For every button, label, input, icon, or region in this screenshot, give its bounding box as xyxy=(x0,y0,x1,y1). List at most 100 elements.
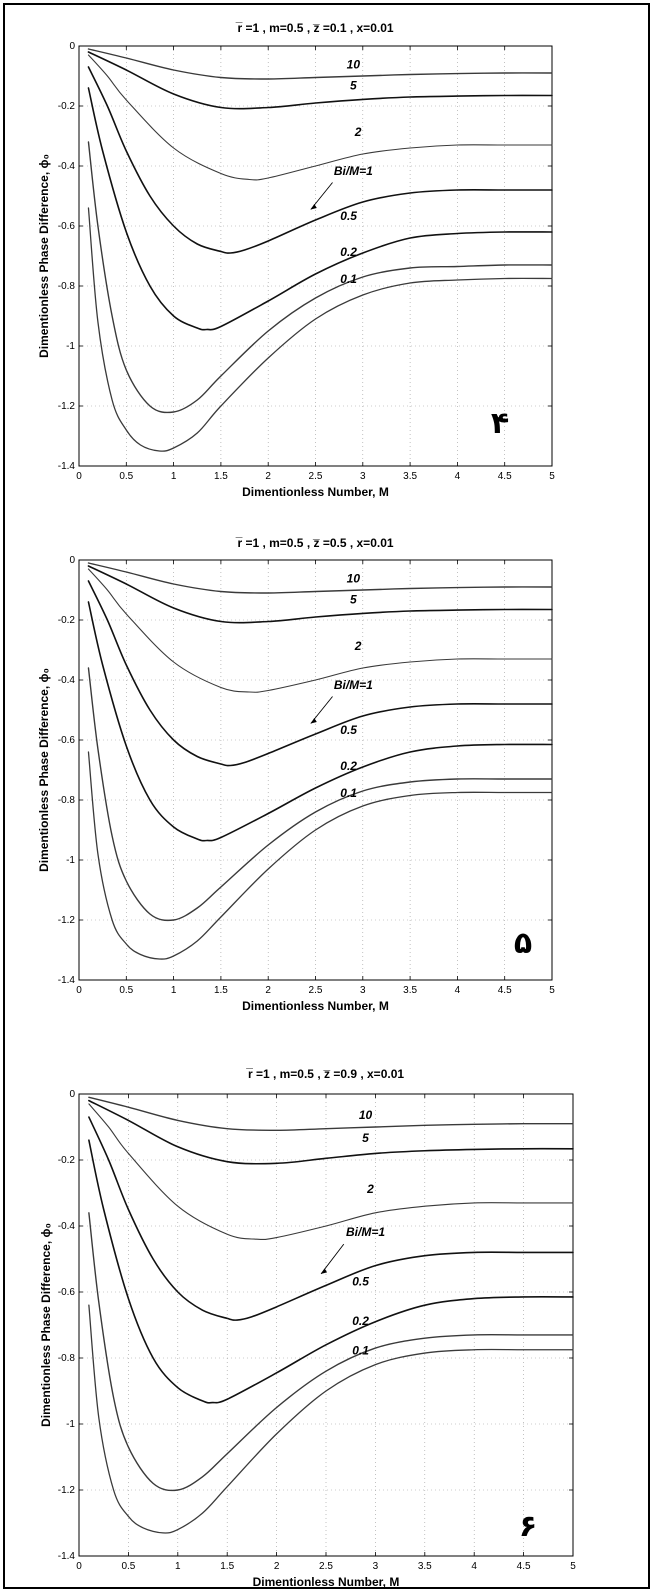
chart-2-series-line-3 xyxy=(87,568,553,693)
chart-3-series-label-4: Bi/M=1 xyxy=(346,1225,385,1239)
chart-1-x-tick-label-3: 1.5 xyxy=(214,471,228,482)
chart-1-series-line-3 xyxy=(87,54,553,181)
chart-3-x-tick-label-5: 2.5 xyxy=(319,1561,333,1572)
chart-1-y-tick-label-6: -1.2 xyxy=(58,401,76,412)
chart-3-grid xyxy=(79,1094,573,1556)
chart-1-x-tick-label-8: 4 xyxy=(455,471,461,482)
chart-3-x-tick-label-9: 4.5 xyxy=(517,1561,531,1572)
chart-2-x-tick-label-4: 2 xyxy=(265,985,271,996)
chart-1-x-tick-label-0: 0 xyxy=(76,471,82,482)
chart-3-y-tick-label-6: -1.2 xyxy=(58,1485,76,1496)
chart-2-series-line-4 xyxy=(87,580,553,767)
chart-3-y-axis-label: Dimentionless Phase Difference, ϕ₀ xyxy=(39,1223,53,1427)
chart-3-x-tick-label-6: 3 xyxy=(373,1561,379,1572)
chart-2-y-tick-label-0: 0 xyxy=(69,555,75,566)
chart-2-x-tick-label-9: 4.5 xyxy=(498,985,512,996)
chart-3-x-tick-label-0: 0 xyxy=(76,1561,82,1572)
chart-3-x-tick-label-4: 2 xyxy=(274,1561,280,1572)
chart-3-series-label-7: 0.1 xyxy=(352,1344,369,1358)
chart-2-plot-area xyxy=(79,560,552,980)
chart-2-series-line-7 xyxy=(87,751,553,960)
chart-1-title: r̅ =1 , m=0.5 , z̅ =0.1 , x=0.01 xyxy=(235,21,394,35)
chart-1-y-tick-label-3: -0.6 xyxy=(58,221,76,232)
chart-3-y-tick-label-2: -0.4 xyxy=(58,1221,76,1232)
chart-1-x-tick-label-5: 2.5 xyxy=(309,471,323,482)
chart-2-x-tick-label-7: 3.5 xyxy=(403,985,417,996)
chart-1-series-label-1: 10 xyxy=(347,58,361,72)
chart-panel-2: 0 0.5 1 1.5 2 2.5 3 3.5 4 4.5 5 0 -0.2 -0.4 -0.6 -0.8 -1… xyxy=(0,520,655,1032)
chart-1-series-line-4 xyxy=(87,66,553,254)
chart-2-x-tick-label-8: 4 xyxy=(455,985,461,996)
chart-1-series-label-2: 5 xyxy=(350,79,357,93)
chart-3-y-tick-label-4: -0.8 xyxy=(58,1353,76,1364)
chart-1-x-tick-label-2: 1 xyxy=(171,471,177,482)
chart-2-series-label-6: 0.2 xyxy=(340,759,357,773)
chart-1-x-tick-label-6: 3 xyxy=(360,471,366,482)
chart-2-series-line-5 xyxy=(87,601,553,842)
chart-1-series-label-3: 2 xyxy=(354,125,362,139)
chart-2-y-axis-label: Dimentionless Phase Difference, ϕ₀ xyxy=(37,668,51,872)
chart-3-panel-number: ۶ xyxy=(519,1509,537,1544)
chart-3-series-label-3: 2 xyxy=(366,1182,374,1196)
chart-panel-1: 0 0.5 1 1.5 2 2.5 3 3.5 4 4.5 5 0 -0.2 -0.4 -0.6 -0.8 -1… xyxy=(0,0,655,512)
chart-2-series-label-2: 5 xyxy=(350,593,357,607)
chart-3-x-tick-label-1: 0.5 xyxy=(121,1561,135,1572)
chart-2-svg: 0 0.5 1 1.5 2 2.5 3 3.5 4 4.5 5 0 -0.2 -0.4 -0.6 -0.8 -1… xyxy=(37,536,555,1013)
chart-3-x-axis-label: Dimentionless Number, M xyxy=(253,1575,400,1589)
chart-2-x-tick-label-5: 2.5 xyxy=(309,985,323,996)
chart-3-series-line-6 xyxy=(88,1212,574,1492)
chart-1-series-line-2 xyxy=(87,51,553,110)
chart-1-y-tick-label-4: -0.8 xyxy=(58,281,76,292)
chart-2-y-tick-label-3: -0.6 xyxy=(58,735,76,746)
chart-3-svg: 0 0.5 1 1.5 2 2.5 3 3.5 4 4.5 5 0 -0.2 -0.4 -0.6 -0.8 -1… xyxy=(39,1067,576,1589)
chart-1-label-arrowhead xyxy=(310,204,317,210)
chart-1-series-label-7: 0.1 xyxy=(340,272,357,286)
chart-2-series-label-3: 2 xyxy=(354,639,362,653)
chart-3-series-label-1: 10 xyxy=(359,1108,373,1122)
chart-2-series-line-1 xyxy=(87,562,553,594)
chart-1-series-line-7 xyxy=(87,207,553,452)
chart-2-title: r̅ =1 , m=0.5 , z̅ =0.5 , x=0.01 xyxy=(235,536,394,550)
chart-3-series-line-2 xyxy=(88,1099,574,1165)
chart-1-y-axis-label: Dimentionless Phase Difference, ϕ₀ xyxy=(37,154,51,358)
chart-2-label-arrowhead xyxy=(310,718,317,724)
chart-2-series-label-7: 0.1 xyxy=(340,786,357,800)
chart-1-y-tick-label-7: -1.4 xyxy=(58,461,76,472)
chart-2-x-tick-label-2: 1 xyxy=(171,985,177,996)
chart-1-x-axis-label: Dimentionless Number, M xyxy=(242,485,389,499)
chart-3-x-tick-label-10: 5 xyxy=(570,1561,576,1572)
chart-2-y-tick-label-4: -0.8 xyxy=(58,795,76,806)
chart-2-series-line-6 xyxy=(87,667,553,922)
chart-1-x-tick-label-1: 0.5 xyxy=(119,471,133,482)
chart-3-series-line-5 xyxy=(88,1139,574,1404)
chart-2-y-tick-label-6: -1.2 xyxy=(58,915,76,926)
chart-1-panel-number: ۴ xyxy=(491,406,509,441)
chart-panel-3: 0 0.5 1 1.5 2 2.5 3 3.5 4 4.5 5 0 -0.2 -0.4 -0.6 -0.8 -1… xyxy=(0,1040,655,1589)
chart-3-x-tick-label-2: 1 xyxy=(175,1561,181,1572)
chart-3-y-tick-label-7: -1.4 xyxy=(58,1551,76,1562)
chart-3-series-line-4 xyxy=(88,1116,574,1321)
chart-1-x-tick-label-9: 4.5 xyxy=(498,471,512,482)
chart-3-y-tick-label-3: -0.6 xyxy=(58,1287,76,1298)
chart-1-series-line-5 xyxy=(87,87,553,331)
figure-frame xyxy=(3,3,650,1589)
chart-1-y-tick-label-2: -0.4 xyxy=(58,161,76,172)
chart-1-y-tick-label-5: -1 xyxy=(66,341,75,352)
chart-3-series-label-2: 5 xyxy=(362,1131,369,1145)
chart-3-y-tick-label-0: 0 xyxy=(69,1089,75,1100)
chart-3-x-tick-label-8: 4 xyxy=(471,1561,477,1572)
chart-2-x-tick-label-3: 1.5 xyxy=(214,985,228,996)
chart-3-y-tick-label-1: -0.2 xyxy=(58,1155,76,1166)
chart-2-series-line-2 xyxy=(87,565,553,624)
chart-2-series-label-5: 0.5 xyxy=(340,723,357,737)
chart-2-x-axis-label: Dimentionless Number, M xyxy=(242,999,389,1013)
chart-1-svg: 0 0.5 1 1.5 2 2.5 3 3.5 4 4.5 5 0 -0.2 -0.4 -0.6 -0.8 -1… xyxy=(37,21,555,499)
chart-1-plot-area xyxy=(79,46,552,466)
chart-2-panel-number: ۵ xyxy=(514,926,532,961)
chart-3-series-label-5: 0.5 xyxy=(352,1274,369,1288)
chart-3-y-tick-label-5: -1 xyxy=(66,1419,75,1430)
chart-3-x-tick-label-3: 1.5 xyxy=(220,1561,234,1572)
chart-2-series-label-1: 10 xyxy=(347,572,361,586)
chart-2-y-tick-label-7: -1.4 xyxy=(58,975,76,986)
chart-1-y-tick-label-0: 0 xyxy=(69,41,75,52)
